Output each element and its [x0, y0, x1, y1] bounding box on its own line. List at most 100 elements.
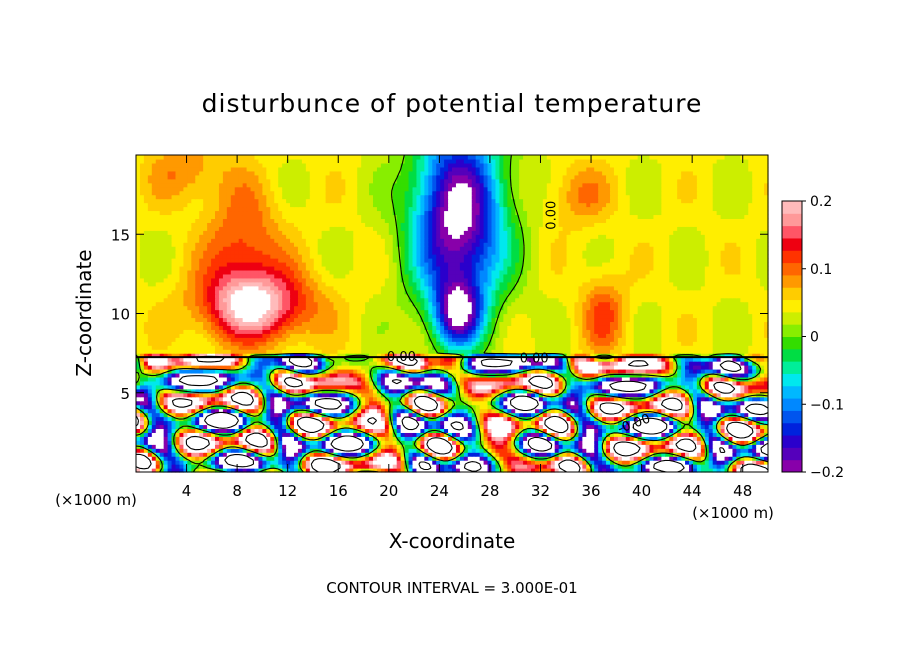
field-cell: [420, 349, 425, 354]
field-cell: [637, 460, 643, 465]
field-cell: [625, 372, 631, 378]
field-cell: [242, 444, 248, 449]
field-cell: [199, 368, 204, 374]
field-cell: [282, 349, 287, 354]
field-cell: [325, 448, 331, 453]
field-cell: [606, 444, 611, 449]
field-cell: [677, 452, 682, 457]
field-cell: [266, 365, 271, 370]
field-cell: [487, 432, 493, 437]
field-cell: [321, 361, 327, 366]
field-cell: [242, 452, 248, 457]
field-cell: [376, 392, 382, 398]
field-cell: [408, 432, 414, 437]
field-cell: [171, 361, 177, 366]
field-cell: [294, 368, 299, 374]
field-cell: [677, 468, 682, 473]
field-cell: [483, 392, 489, 398]
field-cell: [625, 357, 631, 362]
field-cell: [404, 372, 410, 378]
field-cell: [278, 365, 283, 370]
field-cell: [424, 416, 429, 422]
field-cell: [696, 432, 702, 437]
field-cell: [452, 424, 457, 430]
field-cell: [384, 440, 390, 445]
field-cell: [621, 444, 627, 449]
field-cell: [305, 372, 311, 378]
field-cell: [286, 464, 291, 469]
field-cell: [574, 384, 579, 390]
field-cell: [187, 456, 192, 461]
field-cell: [519, 361, 524, 366]
field-cell: [333, 361, 339, 366]
field-cell: [246, 372, 252, 378]
field-cell: [392, 372, 398, 378]
field-cell: [195, 349, 200, 354]
field-cell: [262, 440, 267, 445]
field-cell: [586, 456, 591, 461]
field-cell: [479, 384, 485, 390]
field-cell: [669, 460, 674, 465]
field-cell: [736, 424, 741, 430]
field-cell: [211, 400, 216, 406]
field-cell: [325, 444, 331, 449]
field-cell: [404, 468, 410, 473]
field-cell: [151, 420, 157, 426]
field-cell: [341, 388, 346, 394]
field-cell: [602, 384, 607, 390]
field-cell: [211, 392, 216, 398]
field-cell: [254, 464, 260, 469]
field-cell: [436, 456, 441, 461]
field-cell: [558, 416, 564, 422]
field-cell: [610, 460, 615, 465]
field-cell: [440, 440, 445, 445]
field-cell: [700, 440, 706, 445]
field-cell: [732, 400, 737, 406]
field-cell: [657, 416, 662, 422]
field-cell: [147, 452, 153, 457]
field-cell: [629, 365, 635, 370]
field-cell: [613, 468, 619, 473]
field-cell: [163, 424, 169, 430]
field-cell: [329, 408, 335, 414]
field-cell: [242, 368, 248, 374]
field-cell: [234, 444, 240, 449]
field-cell: [167, 444, 173, 449]
field-cell: [558, 357, 564, 362]
field-cell: [704, 468, 710, 473]
field-cell: [234, 384, 240, 390]
field-cell: [724, 361, 730, 366]
field-cell: [408, 400, 414, 406]
field-cell: [586, 353, 591, 358]
field-cell: [286, 440, 291, 445]
field-cell: [641, 428, 647, 433]
field-cell: [590, 440, 595, 445]
field-cell: [677, 404, 682, 410]
field-cell: [361, 456, 366, 461]
field-cell: [234, 349, 240, 354]
field-cell: [191, 388, 196, 394]
field-cell: [341, 428, 346, 433]
field-cell: [408, 448, 414, 453]
field-cell: [282, 460, 287, 465]
field-cell: [756, 416, 761, 422]
field-cell: [365, 384, 370, 390]
field-cell: [226, 436, 232, 441]
field-cell: [226, 368, 232, 374]
field-cell: [491, 468, 497, 473]
field-cell: [171, 396, 177, 402]
field-cell: [250, 412, 256, 418]
field-cell: [621, 400, 627, 406]
field-cell: [301, 384, 307, 390]
field-cell: [171, 376, 177, 382]
field-cell: [527, 376, 532, 382]
field-cell: [254, 345, 260, 350]
field-cell: [341, 408, 346, 414]
field-cell: [673, 380, 678, 386]
field-cell: [740, 404, 745, 410]
field-cell: [305, 428, 311, 433]
field-cell: [242, 440, 248, 445]
field-cell: [661, 444, 666, 449]
field-cell: [459, 400, 465, 406]
field-cell: [586, 460, 591, 465]
